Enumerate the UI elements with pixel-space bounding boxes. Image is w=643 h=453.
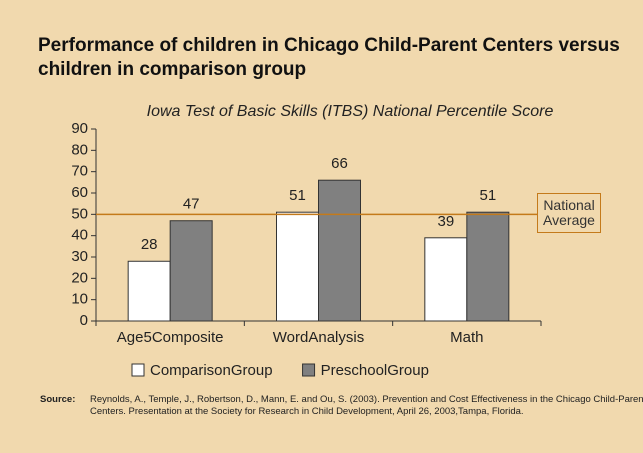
chart-title: Performance of children in Chicago Child… bbox=[38, 35, 620, 80]
bar bbox=[169, 220, 213, 322]
data-label: 39 bbox=[437, 213, 454, 230]
y-tick-label: 40 bbox=[71, 227, 88, 244]
data-label: 51 bbox=[289, 187, 306, 204]
source-note: Source: Reynolds, A., Temple, J., Roberts… bbox=[40, 394, 643, 417]
x-tick-label: Math bbox=[450, 329, 483, 346]
legend-swatch bbox=[302, 363, 316, 377]
y-tick-label: 90 bbox=[71, 120, 88, 137]
y-tick-label: 10 bbox=[71, 291, 88, 308]
y-tick-label: 50 bbox=[71, 205, 88, 222]
legend-label: PreschoolGroup bbox=[321, 362, 429, 379]
legend-label: ComparisonGroup bbox=[150, 362, 273, 379]
chart-subtitle: Iowa Test of Basic Skills (ITBS) Nationa… bbox=[147, 103, 554, 120]
data-label: 47 bbox=[183, 196, 200, 213]
bar bbox=[466, 211, 510, 322]
source-text: Reynolds, A., Temple, J., Robertson, D.,… bbox=[90, 394, 643, 417]
bar bbox=[424, 237, 468, 322]
data-label: 28 bbox=[141, 236, 158, 253]
y-tick-label: 30 bbox=[71, 248, 88, 265]
x-tick-label: Age5Composite bbox=[117, 329, 224, 346]
legend-swatch bbox=[131, 363, 145, 377]
bar bbox=[318, 179, 361, 322]
source-label: Source: bbox=[40, 394, 76, 405]
data-label: 66 bbox=[331, 155, 348, 172]
x-tick-label: WordAnalysis bbox=[273, 329, 364, 346]
bar bbox=[127, 260, 171, 322]
bar bbox=[276, 211, 319, 322]
data-label: 51 bbox=[479, 187, 496, 204]
y-tick-label: 60 bbox=[71, 184, 88, 201]
y-tick-label: 0 bbox=[80, 312, 88, 329]
y-tick-label: 20 bbox=[71, 269, 88, 286]
reference-label: National Average bbox=[537, 193, 601, 233]
y-tick-label: 70 bbox=[71, 163, 88, 180]
y-tick-label: 80 bbox=[71, 141, 88, 158]
